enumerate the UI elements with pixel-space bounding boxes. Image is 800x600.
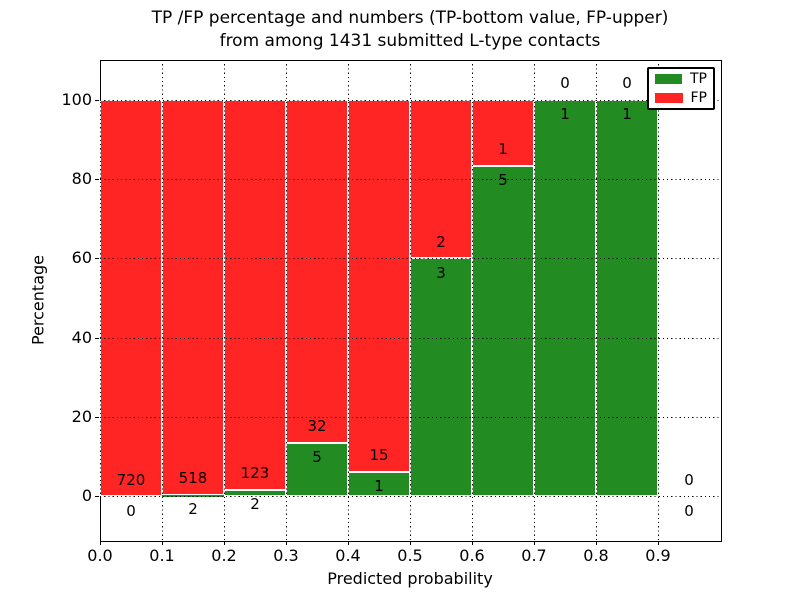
y-gridline [100, 99, 720, 101]
y-tick-label: 100 [61, 89, 92, 109]
tp-count-label: 1 [374, 476, 384, 495]
x-gridline [224, 60, 225, 540]
y-gridline [100, 258, 720, 260]
x-tick-mark [596, 541, 597, 545]
x-tick-mark [472, 541, 473, 545]
x-gridline [348, 60, 349, 540]
x-tick-label: 0.2 [211, 546, 237, 565]
fp-count-label: 0 [560, 74, 570, 92]
fp-count-label: 720 [116, 470, 146, 489]
y-tick-mark [95, 337, 99, 339]
tp-bar-segment [348, 471, 410, 497]
tp-count-label: 3 [436, 263, 446, 282]
tp-count-label: 5 [498, 171, 508, 190]
fp-count-label: 518 [178, 469, 208, 488]
x-tick-mark [286, 541, 287, 545]
legend: TP FP [647, 67, 715, 110]
fp-count-label: 15 [369, 445, 389, 464]
tp-bar-segment [162, 494, 224, 497]
tp-count-label: 1 [622, 104, 632, 123]
y-tick-mark [95, 99, 99, 101]
tp-count-label: 5 [312, 448, 322, 467]
fp-count-label: 32 [307, 417, 327, 436]
fp-bar-segment [100, 99, 162, 497]
x-tick-label: 0.7 [521, 546, 547, 565]
tp-bar-segment [472, 165, 534, 497]
x-tick-label: 0.6 [459, 546, 485, 565]
tp-bar-segment [410, 258, 472, 497]
x-gridline [162, 60, 163, 540]
x-tick-mark [348, 541, 349, 545]
y-tick-label: 20 [71, 407, 92, 427]
tp-bar-segment [286, 442, 348, 497]
y-tick-label: 0 [81, 486, 92, 506]
x-tick-mark [410, 541, 411, 545]
fp-count-label: 0 [684, 470, 694, 489]
y-tick-label: 60 [71, 248, 92, 268]
tp-bar-segment [596, 99, 658, 497]
x-gridline [286, 60, 287, 540]
x-tick-mark [100, 541, 101, 545]
x-axis-label: Predicted probability [327, 569, 493, 588]
legend-label: FP [690, 90, 708, 106]
x-tick-label: 0.8 [583, 546, 609, 565]
x-tick-mark [658, 541, 659, 545]
legend-label: TP [690, 71, 707, 87]
chart-title: TP /FP percentage and numbers (TP-bottom… [100, 7, 720, 53]
tp-count-label: 2 [250, 495, 260, 514]
x-gridline [100, 60, 101, 540]
y-tick-label: 80 [71, 169, 92, 188]
tp-legend-swatch [655, 74, 682, 84]
fp-count-label: 0 [622, 74, 632, 92]
x-tick-label: 0.4 [335, 546, 361, 565]
fp-bar-segment [286, 99, 348, 443]
y-gridline [100, 417, 720, 419]
x-tick-mark [224, 541, 225, 545]
fp-bar-segment [472, 99, 534, 166]
x-gridline [596, 60, 597, 540]
fp-legend-swatch [655, 93, 683, 103]
x-tick-label: 0.0 [87, 546, 113, 565]
x-tick-label: 0.3 [273, 546, 299, 565]
chart-title-line1: TP /FP percentage and numbers (TP-bottom… [151, 8, 669, 28]
fp-bar-segment [348, 99, 410, 472]
x-tick-label: 0.9 [645, 546, 671, 565]
fp-count-label: 123 [240, 464, 270, 483]
legend-item-tp: TP [655, 72, 707, 86]
y-tick-mark [95, 258, 99, 260]
tp-count-label: 0 [126, 501, 136, 520]
y-tick-mark [95, 417, 99, 419]
tp-count-label: 1 [560, 104, 570, 123]
tp-count-label: 2 [188, 500, 198, 519]
tp-count-label: 0 [684, 501, 694, 520]
fp-bar-segment [224, 99, 286, 490]
tp-bar-segment [534, 99, 596, 497]
y-tick-mark [95, 179, 99, 180]
y-tick-mark [95, 496, 99, 498]
fp-count-label: 1 [498, 140, 508, 159]
chart-title-line2: from among 1431 submitted L-type contact… [219, 31, 601, 51]
y-gridline [100, 337, 720, 339]
fp-count-label: 2 [436, 232, 446, 251]
fp-bar-segment [162, 99, 224, 495]
y-gridline [100, 496, 720, 498]
legend-item-fp: FP [655, 91, 707, 105]
x-gridline [472, 60, 473, 540]
x-tick-label: 0.5 [397, 546, 423, 565]
x-gridline [534, 60, 535, 540]
x-gridline [410, 60, 411, 540]
x-tick-mark [534, 541, 535, 545]
x-tick-mark [162, 541, 163, 545]
y-gridline [100, 179, 720, 180]
x-tick-label: 0.1 [149, 546, 175, 565]
y-tick-label: 40 [71, 327, 92, 347]
x-gridline [658, 60, 659, 540]
